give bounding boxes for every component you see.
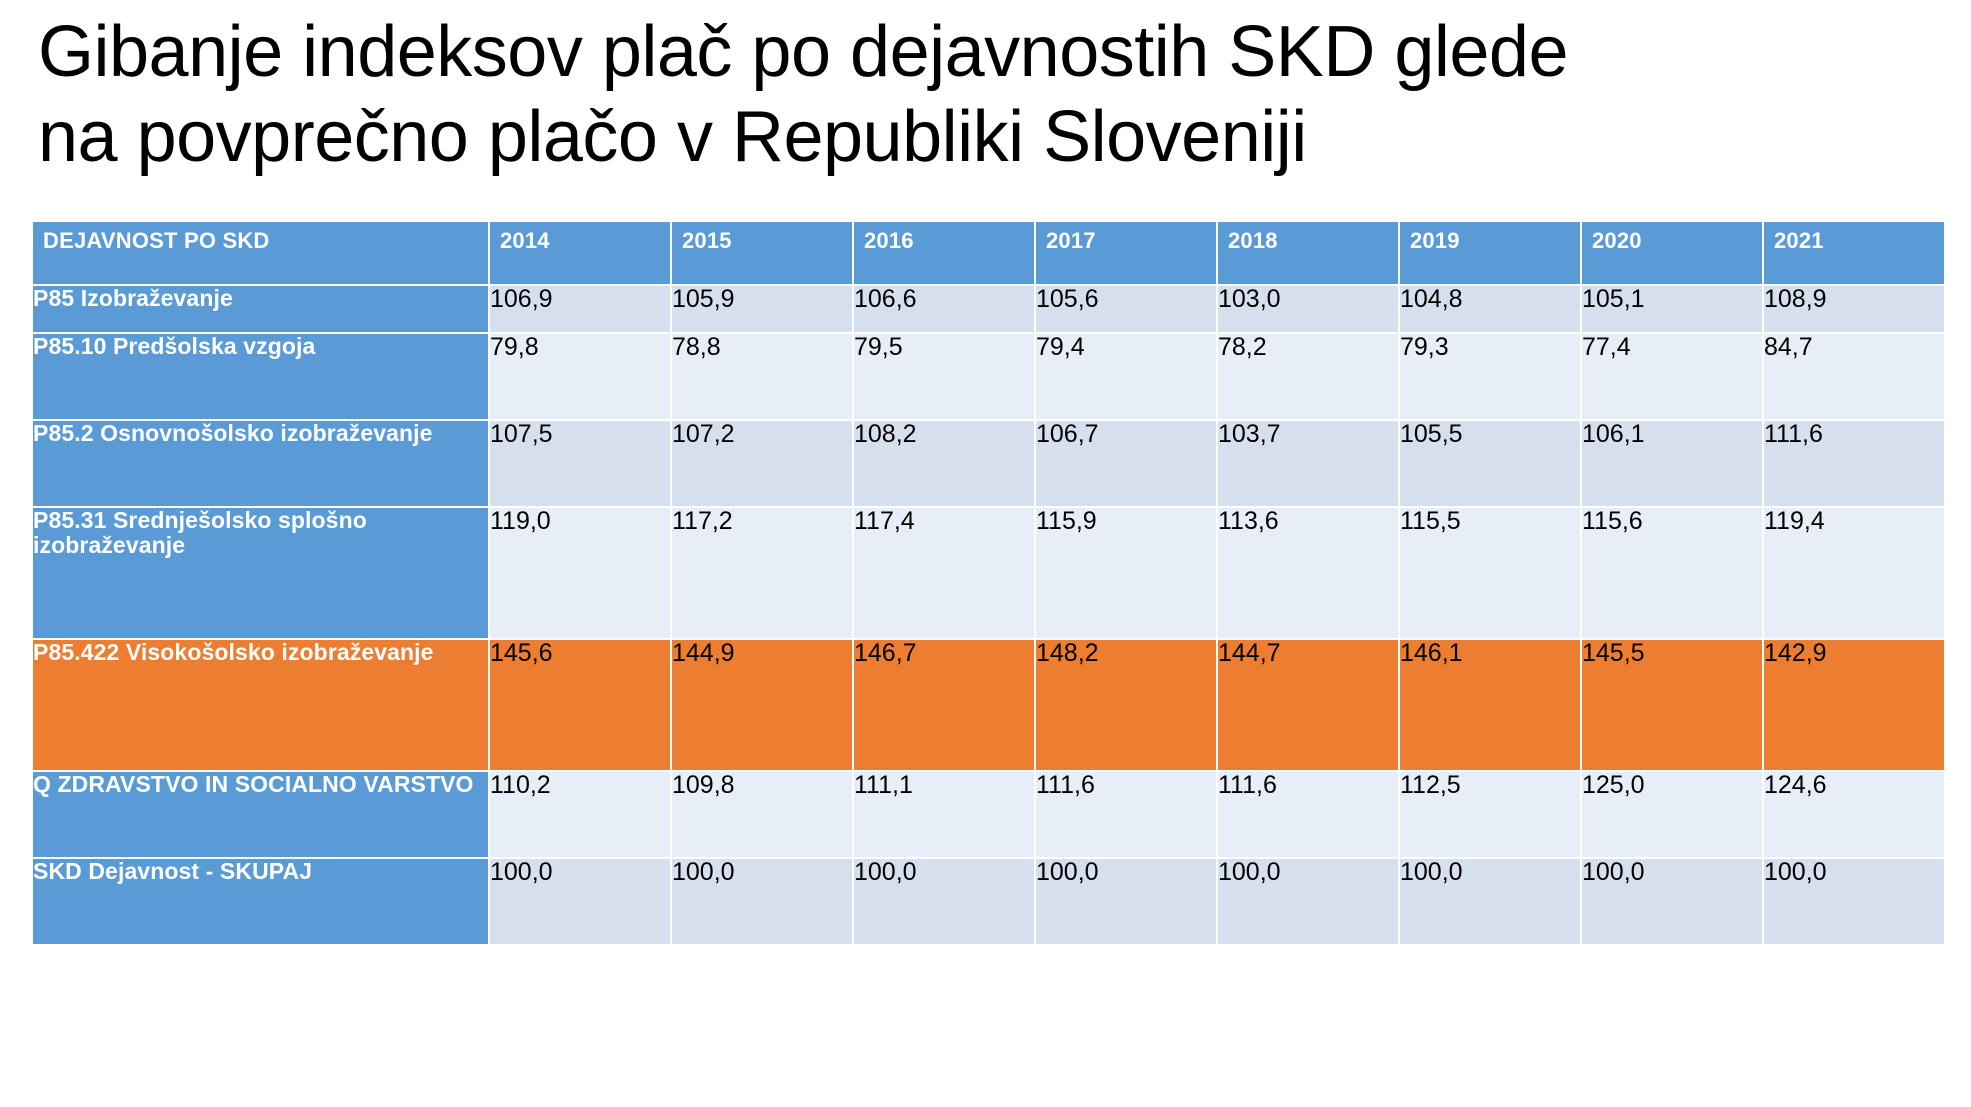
cell-value: 111,6	[1036, 771, 1216, 857]
cell-value: 106,1	[1582, 420, 1762, 506]
cell-value: 115,5	[1400, 507, 1580, 638]
column-header-2015: 2015	[672, 222, 852, 284]
cell-value: 113,6	[1218, 507, 1398, 638]
table-row: P85.2 Osnovnošolsko izobraževanje 107,5 …	[33, 420, 1944, 506]
cell-value: 112,5	[1400, 771, 1580, 857]
cell-value: 107,5	[490, 420, 670, 506]
cell-value: 103,0	[1218, 285, 1398, 332]
cell-value: 100,0	[1582, 858, 1762, 944]
cell-value: 144,9	[672, 639, 852, 770]
table-row: Q ZDRAVSTVO IN SOCIALNO VARSTVO 110,2 10…	[33, 771, 1944, 857]
table-row: P85.31 Srednješolsko splošno izobraževan…	[33, 507, 1944, 638]
row-label: P85.31 Srednješolsko splošno izobraževan…	[33, 507, 488, 638]
cell-value: 142,9	[1764, 639, 1944, 770]
cell-value: 79,4	[1036, 333, 1216, 419]
cell-value: 100,0	[1218, 858, 1398, 944]
cell-value: 107,2	[672, 420, 852, 506]
cell-value: 84,7	[1764, 333, 1944, 419]
cell-value: 146,7	[854, 639, 1034, 770]
column-header-2016: 2016	[854, 222, 1034, 284]
cell-value: 106,7	[1036, 420, 1216, 506]
cell-value: 105,1	[1582, 285, 1762, 332]
column-header-2018: 2018	[1218, 222, 1398, 284]
cell-value: 77,4	[1582, 333, 1762, 419]
cell-value: 108,9	[1764, 285, 1944, 332]
column-header-2021: 2021	[1764, 222, 1944, 284]
cell-value: 100,0	[1764, 858, 1944, 944]
cell-value: 111,6	[1218, 771, 1398, 857]
table-row: P85.10 Predšolska vzgoja 79,8 78,8 79,5 …	[33, 333, 1944, 419]
cell-value: 145,5	[1582, 639, 1762, 770]
cell-value: 111,1	[854, 771, 1034, 857]
table-row-highlighted: P85.422 Visokošolsko izobraževanje 145,6…	[33, 639, 1944, 770]
row-label: P85 Izobraževanje	[33, 285, 488, 332]
cell-value: 117,2	[672, 507, 852, 638]
cell-value: 78,8	[672, 333, 852, 419]
cell-value: 100,0	[1036, 858, 1216, 944]
cell-value: 100,0	[854, 858, 1034, 944]
cell-value: 124,6	[1764, 771, 1944, 857]
table-row: P85 Izobraževanje 106,9 105,9 106,6 105,…	[33, 285, 1944, 332]
row-label: P85.2 Osnovnošolsko izobraževanje	[33, 420, 488, 506]
salary-index-table-container: DEJAVNOST PO SKD 2014 2015 2016 2017 201…	[31, 220, 1944, 946]
cell-value: 79,3	[1400, 333, 1580, 419]
cell-value: 111,6	[1764, 420, 1944, 506]
cell-value: 103,7	[1218, 420, 1398, 506]
cell-value: 146,1	[1400, 639, 1580, 770]
cell-value: 108,2	[854, 420, 1034, 506]
cell-value: 100,0	[490, 858, 670, 944]
cell-value: 119,0	[490, 507, 670, 638]
table-header-row: DEJAVNOST PO SKD 2014 2015 2016 2017 201…	[33, 222, 1944, 284]
salary-index-table: DEJAVNOST PO SKD 2014 2015 2016 2017 201…	[31, 220, 1946, 946]
cell-value: 115,6	[1582, 507, 1762, 638]
cell-value: 79,8	[490, 333, 670, 419]
row-label: P85.10 Predšolska vzgoja	[33, 333, 488, 419]
column-header-activity: DEJAVNOST PO SKD	[33, 222, 488, 284]
cell-value: 119,4	[1764, 507, 1944, 638]
column-header-2014: 2014	[490, 222, 670, 284]
cell-value: 125,0	[1582, 771, 1762, 857]
cell-value: 145,6	[490, 639, 670, 770]
column-header-2019: 2019	[1400, 222, 1580, 284]
cell-value: 100,0	[672, 858, 852, 944]
cell-value: 115,9	[1036, 507, 1216, 638]
column-header-2020: 2020	[1582, 222, 1762, 284]
cell-value: 78,2	[1218, 333, 1398, 419]
cell-value: 105,5	[1400, 420, 1580, 506]
table-row: SKD Dejavnost - SKUPAJ 100,0 100,0 100,0…	[33, 858, 1944, 944]
row-label: P85.422 Visokošolsko izobraževanje	[33, 639, 488, 770]
cell-value: 110,2	[490, 771, 670, 857]
cell-value: 117,4	[854, 507, 1034, 638]
cell-value: 148,2	[1036, 639, 1216, 770]
row-label: Q ZDRAVSTVO IN SOCIALNO VARSTVO	[33, 771, 488, 857]
cell-value: 106,9	[490, 285, 670, 332]
cell-value: 100,0	[1400, 858, 1580, 944]
page-title: Gibanje indeksov plač po dejavnostih SKD…	[38, 12, 1569, 177]
row-label: SKD Dejavnost - SKUPAJ	[33, 858, 488, 944]
cell-value: 109,8	[672, 771, 852, 857]
column-header-2017: 2017	[1036, 222, 1216, 284]
cell-value: 144,7	[1218, 639, 1398, 770]
cell-value: 105,6	[1036, 285, 1216, 332]
cell-value: 105,9	[672, 285, 852, 332]
cell-value: 104,8	[1400, 285, 1580, 332]
cell-value: 106,6	[854, 285, 1034, 332]
cell-value: 79,5	[854, 333, 1034, 419]
